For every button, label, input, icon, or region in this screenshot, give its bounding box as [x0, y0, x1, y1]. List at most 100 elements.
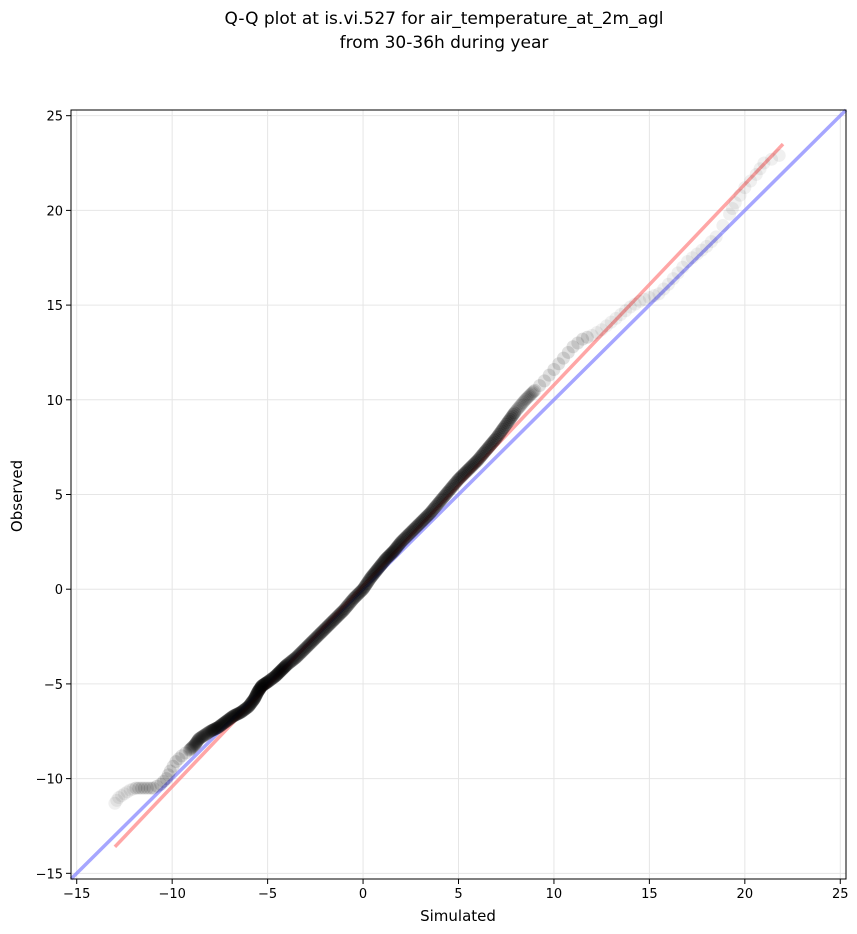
quantile-point — [521, 390, 535, 404]
quantile-point — [491, 429, 505, 443]
quantile-point — [259, 676, 273, 690]
quantile-point — [207, 722, 221, 736]
quantile-point — [247, 692, 261, 706]
quantile-point — [150, 779, 164, 793]
quantile-point — [576, 332, 590, 346]
quantile-point — [528, 383, 542, 397]
quantile-point — [290, 649, 304, 663]
quantile-point — [473, 451, 487, 465]
quantile-point — [311, 629, 325, 643]
quantile-point — [604, 315, 618, 329]
quantile-point — [352, 586, 366, 600]
quantile-point — [436, 491, 450, 505]
quantile-point — [483, 439, 497, 453]
chart-title-line2: from 30-36h during year — [340, 33, 549, 53]
quantile-point — [657, 282, 671, 296]
quantile-point — [455, 469, 469, 483]
quantile-point — [492, 427, 506, 441]
quantile-point — [430, 498, 444, 512]
quantile-point — [527, 385, 541, 399]
quantile-point — [224, 711, 238, 725]
x-tick-label: 15 — [641, 887, 658, 902]
quantile-point — [382, 549, 396, 563]
quantile-point — [477, 446, 491, 460]
quantile-point — [499, 417, 513, 431]
quantile-point — [370, 563, 384, 577]
quantile-point — [647, 289, 661, 303]
quantile-point — [467, 457, 481, 471]
quantile-point — [420, 509, 434, 523]
quantile-point — [374, 558, 388, 572]
quantile-point — [704, 235, 718, 249]
quantile-point — [215, 718, 229, 732]
quantile-point — [364, 571, 378, 585]
quantile-point — [243, 698, 257, 712]
quantile-point — [179, 746, 193, 760]
quantile-point — [242, 700, 256, 714]
quantile-point — [393, 536, 407, 550]
quantile-point — [493, 426, 507, 440]
quantile-point — [268, 669, 282, 683]
quantile-point — [278, 659, 292, 673]
quantile-point — [272, 666, 286, 680]
quantile-point — [520, 392, 534, 406]
quantile-point — [368, 566, 382, 580]
quantile-point — [258, 676, 272, 690]
quantile-point — [282, 656, 296, 670]
quantile-point — [468, 456, 482, 470]
quantile-point — [191, 733, 205, 747]
quantile-point — [338, 602, 352, 616]
quantile-point — [387, 544, 401, 558]
quantile-point — [510, 403, 524, 417]
quantile-point — [226, 709, 240, 723]
quantile-point — [271, 666, 285, 680]
quantile-point — [196, 729, 210, 743]
x-tick-label: 20 — [737, 887, 754, 902]
quantile-point — [143, 781, 157, 795]
quantile-point — [202, 725, 216, 739]
quantile-point — [765, 152, 779, 166]
quantile-point — [296, 643, 310, 657]
quantile-point — [398, 531, 412, 545]
quantile-point — [502, 414, 516, 428]
quantile-point — [203, 725, 217, 739]
quantile-point — [246, 694, 260, 708]
quantile-point — [110, 793, 124, 807]
quantile-point — [516, 396, 530, 410]
quantile-point — [442, 484, 456, 498]
quantile-point — [257, 677, 271, 691]
quantile-point — [304, 636, 318, 650]
quantile-point — [193, 731, 207, 745]
quantile-point — [250, 686, 264, 700]
quantile-point — [347, 592, 361, 606]
quantile-point — [448, 477, 462, 491]
quantile-point — [323, 617, 337, 631]
y-tick-label: −15 — [36, 867, 63, 882]
quantile-point — [204, 724, 218, 738]
quantile-points — [108, 148, 786, 810]
quantile-point — [440, 487, 454, 501]
quantile-point — [205, 723, 219, 737]
quantile-point — [681, 255, 695, 269]
quantile-point — [238, 702, 252, 716]
quantile-point — [206, 723, 220, 737]
quantile-point — [642, 291, 656, 305]
quantile-point — [267, 670, 281, 684]
quantile-point — [120, 785, 134, 799]
quantile-point — [250, 687, 264, 701]
quantile-point — [126, 782, 140, 796]
quantile-point — [428, 501, 442, 515]
quantile-point — [690, 247, 704, 261]
quantile-point — [166, 759, 180, 773]
quantile-point — [423, 506, 437, 520]
fit-line — [113, 142, 785, 849]
quantile-point — [182, 743, 196, 757]
quantile-point — [305, 635, 319, 649]
quantile-point — [310, 630, 324, 644]
quantile-point — [373, 559, 387, 573]
quantile-point — [284, 654, 298, 668]
quantile-point — [425, 504, 439, 518]
quantile-point — [154, 777, 168, 791]
quantile-point — [733, 188, 747, 202]
